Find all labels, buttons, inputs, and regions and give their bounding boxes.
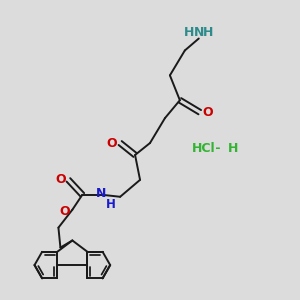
Text: H: H — [184, 26, 194, 39]
Text: O: O — [107, 136, 118, 149]
Text: O: O — [59, 205, 70, 218]
Text: HCl: HCl — [192, 142, 215, 154]
Text: -: - — [211, 142, 225, 154]
Text: N: N — [96, 187, 106, 200]
Text: H: H — [106, 198, 116, 211]
Text: H: H — [202, 26, 213, 39]
Text: O: O — [202, 106, 213, 119]
Text: O: O — [55, 173, 66, 186]
Text: H: H — [228, 142, 238, 154]
Text: N: N — [194, 26, 204, 39]
